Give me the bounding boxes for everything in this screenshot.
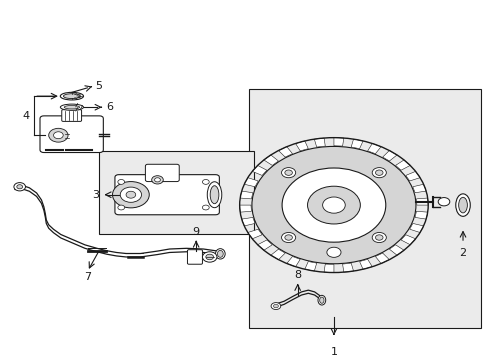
Ellipse shape — [63, 94, 80, 99]
Circle shape — [284, 170, 292, 175]
Polygon shape — [400, 235, 415, 245]
Polygon shape — [342, 263, 353, 272]
Text: 9: 9 — [192, 227, 199, 237]
Ellipse shape — [317, 295, 325, 305]
Circle shape — [326, 247, 340, 257]
Ellipse shape — [64, 105, 80, 109]
Polygon shape — [278, 147, 292, 157]
Polygon shape — [270, 249, 285, 260]
Circle shape — [202, 205, 209, 210]
Circle shape — [205, 254, 213, 260]
Polygon shape — [252, 166, 266, 175]
Circle shape — [112, 181, 149, 208]
Circle shape — [151, 176, 163, 184]
Circle shape — [375, 170, 382, 175]
Circle shape — [270, 303, 280, 310]
Polygon shape — [388, 245, 403, 255]
Ellipse shape — [319, 297, 324, 303]
Ellipse shape — [60, 104, 83, 110]
FancyBboxPatch shape — [115, 175, 219, 215]
Polygon shape — [359, 259, 371, 269]
Ellipse shape — [455, 194, 469, 216]
Polygon shape — [244, 177, 258, 187]
Circle shape — [118, 180, 124, 184]
FancyBboxPatch shape — [61, 110, 81, 121]
Polygon shape — [240, 191, 252, 199]
Polygon shape — [286, 256, 300, 267]
Circle shape — [281, 233, 295, 243]
Text: 5: 5 — [95, 81, 102, 91]
Polygon shape — [350, 139, 362, 149]
Circle shape — [437, 198, 449, 206]
Circle shape — [202, 252, 217, 262]
Ellipse shape — [215, 249, 224, 259]
Polygon shape — [409, 224, 423, 233]
Circle shape — [371, 168, 386, 178]
Circle shape — [322, 197, 345, 213]
Polygon shape — [304, 261, 316, 271]
Bar — [249, 89, 480, 328]
FancyBboxPatch shape — [187, 250, 202, 264]
Polygon shape — [405, 171, 419, 181]
Polygon shape — [382, 150, 396, 161]
Text: 4: 4 — [22, 111, 29, 121]
Text: 8: 8 — [293, 270, 301, 280]
Polygon shape — [241, 217, 255, 226]
Circle shape — [251, 147, 415, 264]
Polygon shape — [264, 155, 278, 165]
Polygon shape — [333, 138, 343, 146]
Bar — [99, 152, 254, 234]
Circle shape — [53, 132, 63, 139]
Text: 7: 7 — [83, 272, 91, 282]
Ellipse shape — [217, 251, 223, 257]
Circle shape — [282, 168, 385, 242]
Circle shape — [49, 128, 68, 142]
Polygon shape — [257, 240, 272, 250]
FancyBboxPatch shape — [40, 116, 103, 153]
Polygon shape — [247, 229, 262, 239]
Text: 3: 3 — [92, 190, 99, 200]
Ellipse shape — [210, 186, 219, 204]
Circle shape — [375, 235, 382, 240]
Text: 2: 2 — [459, 248, 466, 258]
Polygon shape — [412, 184, 425, 193]
Circle shape — [273, 304, 278, 308]
Ellipse shape — [207, 182, 222, 208]
Polygon shape — [295, 141, 307, 151]
Text: 6: 6 — [105, 102, 113, 112]
Circle shape — [284, 235, 292, 240]
Circle shape — [371, 233, 386, 243]
Circle shape — [202, 180, 209, 184]
Circle shape — [14, 183, 25, 191]
Circle shape — [118, 205, 124, 210]
Circle shape — [307, 186, 360, 224]
Polygon shape — [314, 138, 325, 147]
Circle shape — [281, 168, 295, 178]
Circle shape — [17, 185, 22, 189]
Polygon shape — [395, 160, 409, 170]
Ellipse shape — [458, 197, 467, 213]
Polygon shape — [367, 144, 380, 154]
Ellipse shape — [60, 93, 83, 100]
Circle shape — [120, 187, 141, 202]
Polygon shape — [324, 264, 333, 273]
Polygon shape — [414, 211, 427, 219]
Circle shape — [154, 178, 160, 182]
FancyBboxPatch shape — [145, 164, 179, 181]
Circle shape — [126, 191, 136, 198]
Polygon shape — [375, 253, 388, 264]
Polygon shape — [239, 205, 251, 212]
Polygon shape — [416, 198, 427, 205]
Text: 1: 1 — [330, 347, 337, 357]
